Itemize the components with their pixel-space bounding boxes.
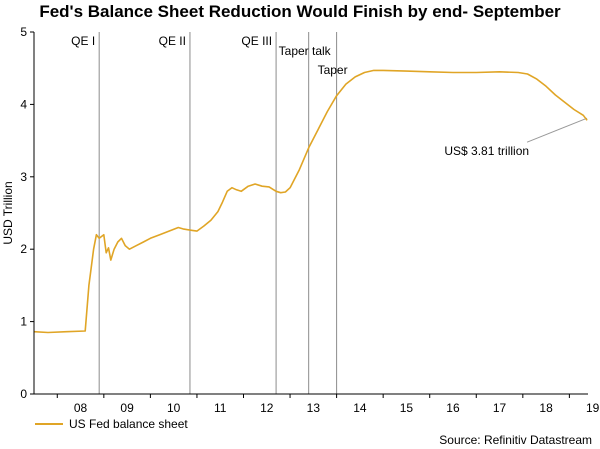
- x-tick-label: 08: [74, 401, 88, 415]
- chart-title: Fed's Balance Sheet Reduction Would Fini…: [39, 2, 561, 21]
- source-note: Source: Refinitiv Datastream: [439, 433, 592, 447]
- x-tick-label: 12: [260, 401, 274, 415]
- series-line: [33, 69, 588, 334]
- legend: US Fed balance sheet: [35, 417, 188, 431]
- event-label: QE I: [71, 34, 95, 48]
- event-label: QE III: [241, 34, 272, 48]
- x-tick-label: 11: [214, 401, 227, 415]
- annotation-leader: [526, 117, 588, 143]
- x-tick-label: 10: [167, 401, 181, 415]
- y-tick-label: 1: [20, 315, 27, 329]
- event-label: Taper: [318, 63, 348, 77]
- annotation-label: US$ 3.81 trillion: [444, 144, 529, 158]
- x-tick-label: 18: [539, 401, 553, 415]
- x-tick-label: 09: [120, 401, 134, 415]
- y-tick-label: 5: [20, 25, 27, 39]
- y-tick-label: 2: [20, 242, 27, 256]
- annotation-layer: US$ 3.81 trillion: [444, 117, 588, 158]
- x-tick-label: 14: [353, 401, 367, 415]
- legend-label: US Fed balance sheet: [69, 417, 188, 431]
- x-tick-label: 16: [446, 401, 460, 415]
- x-tick-label: 19: [586, 401, 600, 415]
- event-lines: QE I QE II QE III Taper talk Taper: [71, 32, 348, 394]
- event-label: Taper talk: [279, 44, 332, 58]
- series-layer: [33, 69, 588, 334]
- y-tick-label: 3: [20, 170, 27, 184]
- x-tick-label: 15: [400, 401, 414, 415]
- y-axis-label: USD Trillion: [1, 181, 15, 244]
- x-tick-label: 17: [493, 401, 507, 415]
- y-tick-label: 4: [20, 97, 27, 111]
- legend-swatch: [35, 423, 63, 425]
- x-tick-label: 13: [307, 401, 321, 415]
- y-tick-label: 0: [20, 387, 27, 401]
- event-label: QE II: [159, 34, 186, 48]
